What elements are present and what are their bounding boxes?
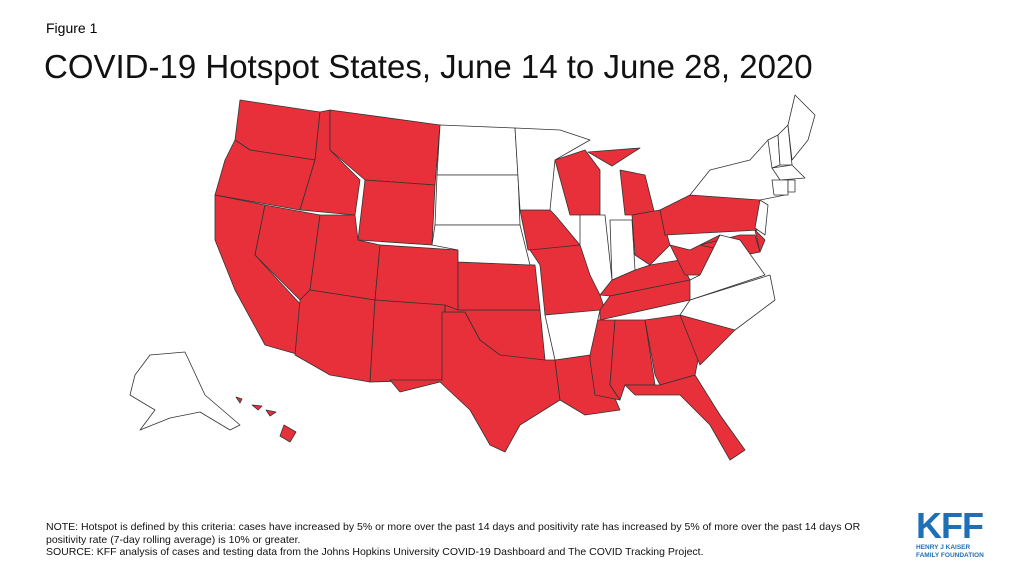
- state: [787, 94, 816, 161]
- logo: KFF HENRY J KAISER FAMILY FOUNDATION: [916, 508, 984, 560]
- state: [357, 179, 436, 246]
- logo-line: HENRY J KAISER: [916, 544, 971, 551]
- state: [689, 234, 766, 301]
- source: SOURCE: KFF analysis of cases and testin…: [46, 546, 704, 558]
- logo-name: KFF: [916, 505, 984, 546]
- state: [265, 409, 277, 417]
- state: [754, 199, 769, 236]
- hotspot-states: [214, 99, 766, 461]
- state: [771, 164, 806, 181]
- state: [771, 179, 789, 196]
- state: [431, 224, 531, 266]
- state: [235, 396, 243, 404]
- state: [457, 261, 541, 311]
- state: [434, 174, 521, 226]
- state: [619, 169, 656, 216]
- notes: NOTE: Hotspot is defined by this criteri…: [46, 521, 886, 559]
- note: NOTE: Hotspot is defined by this criteri…: [46, 521, 861, 546]
- title: COVID-19 Hotspot States, June 14 to June…: [44, 48, 813, 85]
- state: [279, 424, 297, 443]
- state: [514, 127, 591, 211]
- state: [624, 374, 746, 461]
- state: [294, 289, 376, 383]
- state: [129, 351, 241, 431]
- state: [631, 209, 671, 266]
- other-states: [129, 94, 816, 431]
- state: [659, 194, 761, 236]
- state: [787, 179, 796, 193]
- state: [369, 299, 446, 383]
- state: [587, 147, 641, 167]
- state: [251, 404, 263, 411]
- state: [374, 244, 459, 311]
- state: [519, 209, 581, 251]
- state: [579, 214, 613, 296]
- state: [609, 219, 636, 281]
- logo-line: FAMILY FOUNDATION: [916, 552, 984, 559]
- state: [554, 149, 601, 216]
- state: [544, 309, 601, 361]
- figure-label: Figure 1: [46, 20, 98, 36]
- state: [679, 274, 776, 331]
- state: [436, 124, 519, 176]
- state: [754, 229, 766, 253]
